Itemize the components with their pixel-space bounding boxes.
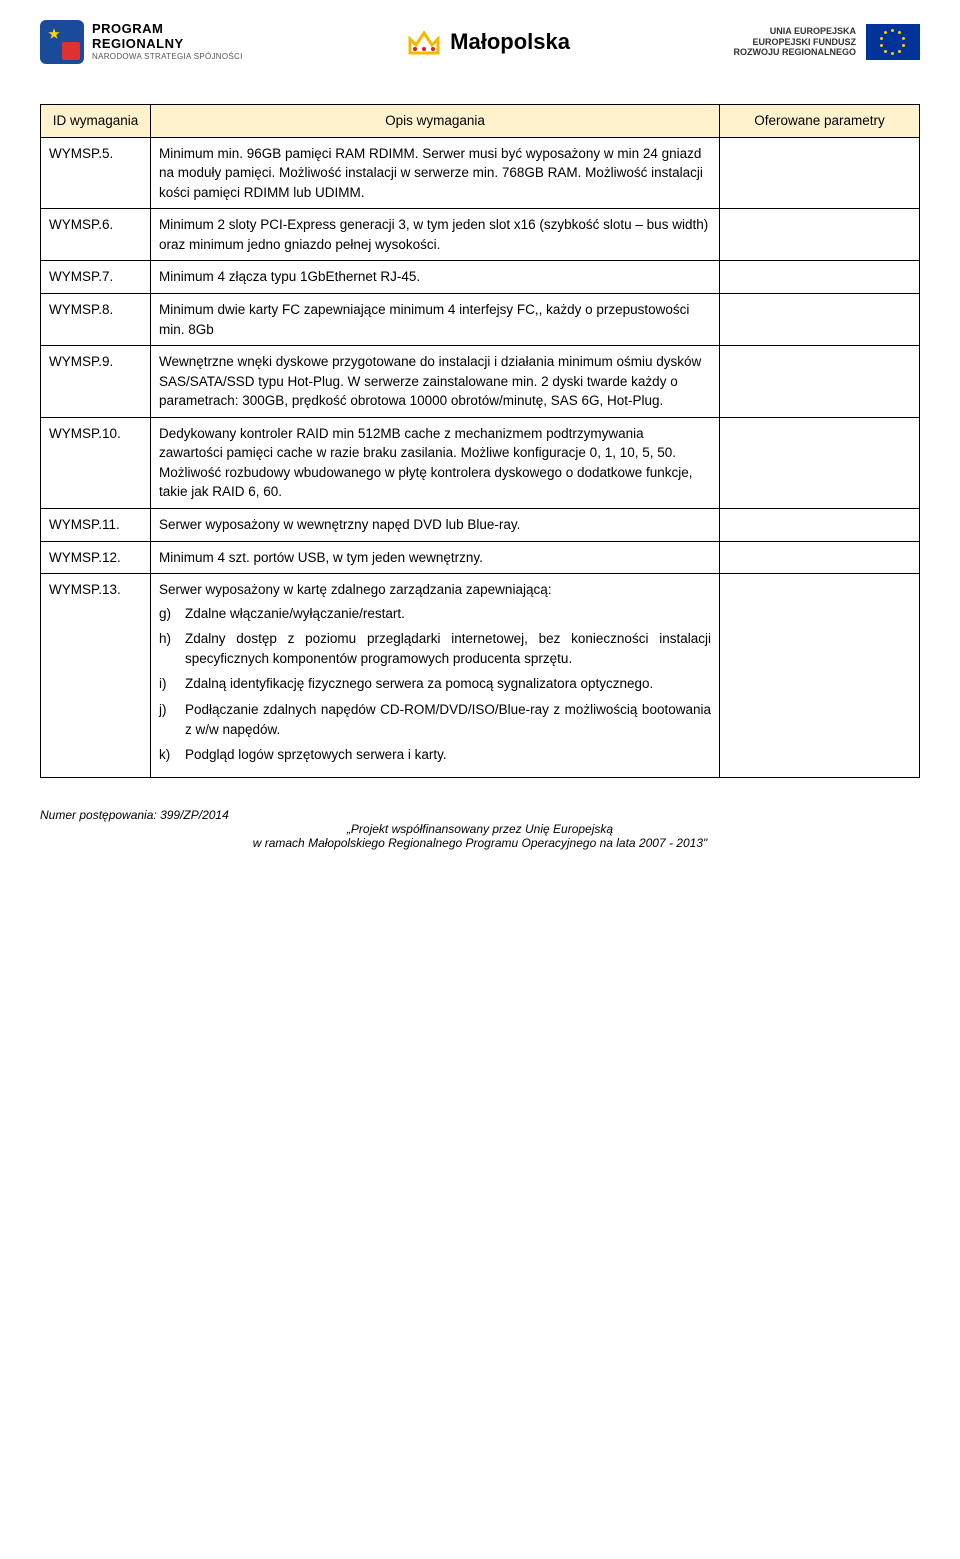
table-row: WYMSP.9.Wewnętrzne wnęki dyskowe przygot… [41,346,920,418]
subitem-text: Podgląd logów sprzętowych serwera i kart… [185,745,711,765]
eu-flag-icon [866,24,920,60]
cell-desc: Serwer wyposażony w wewnętrzny napęd DVD… [151,509,720,542]
subitem: h)Zdalny dostęp z poziomu przeglądarki i… [159,629,711,668]
footer-line3: w ramach Małopolskiego Regionalnego Prog… [40,836,920,850]
subitem: g)Zdalne włączanie/wyłączanie/restart. [159,604,711,624]
table-row: WYMSP.8.Minimum dwie karty FC zapewniają… [41,293,920,345]
subitem-marker: j) [159,700,185,739]
logo-eu: UNIA EUROPEJSKA EUROPEJSKI FUNDUSZ ROZWO… [733,24,920,60]
table-row: WYMSP.13. Serwer wyposażony w kartę zdaln… [41,574,920,778]
cell-offer [720,417,920,508]
cell-offer [720,261,920,294]
subitem-marker: g) [159,604,185,624]
cell-desc: Dedykowany kontroler RAID min 512MB cach… [151,417,720,508]
table-row: WYMSP.11.Serwer wyposażony w wewnętrzny … [41,509,920,542]
cell-id: WYMSP.10. [41,417,151,508]
cell-offer [720,509,920,542]
requirements-table: ID wymagania Opis wymagania Oferowane pa… [40,104,920,778]
cell-offer [720,137,920,209]
footer-line1: Numer postępowania: 399/ZP/2014 [40,808,920,822]
subitem-marker: i) [159,674,185,694]
program-line2: REGIONALNY [92,37,243,51]
header-id: ID wymagania [41,105,151,138]
table-header-row: ID wymagania Opis wymagania Oferowane pa… [41,105,920,138]
table-row: WYMSP.5.Minimum min. 96GB pamięci RAM RD… [41,137,920,209]
eu-line1: UNIA EUROPEJSKA [733,26,856,37]
cell-offer [720,541,920,574]
subitem: i)Zdalną identyfikację fizycznego serwer… [159,674,711,694]
subitem-list: g)Zdalne włączanie/wyłączanie/restart.h)… [159,604,711,765]
cell-desc: Minimum 2 sloty PCI-Express generacji 3,… [151,209,720,261]
table-row: WYMSP.7.Minimum 4 złącza typu 1GbEtherne… [41,261,920,294]
cell-id: WYMSP.12. [41,541,151,574]
header-logos: PROGRAM REGIONALNY NARODOWA STRATEGIA SP… [40,20,920,64]
header-offer: Oferowane parametry [720,105,920,138]
logo-malopolska: Małopolska [406,27,570,57]
cell-offer [720,293,920,345]
cell-id: WYMSP.6. [41,209,151,261]
program-flag-icon [40,20,84,64]
cell-desc: Minimum dwie karty FC zapewniające minim… [151,293,720,345]
cell-desc: Minimum 4 złącza typu 1GbEthernet RJ-45. [151,261,720,294]
subitem-marker: k) [159,745,185,765]
eu-line2: EUROPEJSKI FUNDUSZ [733,37,856,48]
cell-id: WYMSP.8. [41,293,151,345]
header-desc: Opis wymagania [151,105,720,138]
cell-offer [720,574,920,778]
cell-desc: Wewnętrzne wnęki dyskowe przygotowane do… [151,346,720,418]
malopolska-text: Małopolska [450,29,570,55]
cell-id: WYMSP.5. [41,137,151,209]
cell-desc: Serwer wyposażony w kartę zdalnego zarzą… [151,574,720,778]
program-line1: PROGRAM [92,22,243,36]
cell-desc: Minimum 4 szt. portów USB, w tym jeden w… [151,541,720,574]
table-row: WYMSP.10.Dedykowany kontroler RAID min 5… [41,417,920,508]
cell-id: WYMSP.11. [41,509,151,542]
subitem: j)Podłączanie zdalnych napędów CD-ROM/DV… [159,700,711,739]
program-text: PROGRAM REGIONALNY NARODOWA STRATEGIA SP… [92,22,243,61]
cell-desc: Minimum min. 96GB pamięci RAM RDIMM. Ser… [151,137,720,209]
footer-line2: „Projekt współfinansowany przez Unię Eur… [40,822,920,836]
cell-offer [720,209,920,261]
eu-line3: ROZWOJU REGIONALNEGO [733,47,856,58]
table-row: WYMSP.6.Minimum 2 sloty PCI-Express gene… [41,209,920,261]
crown-icon [406,27,442,57]
cell-offer [720,346,920,418]
eu-stars [880,29,906,55]
program-line3: NARODOWA STRATEGIA SPÓJNOŚCI [92,53,243,62]
eu-text: UNIA EUROPEJSKA EUROPEJSKI FUNDUSZ ROZWO… [733,26,856,58]
subitem-marker: h) [159,629,185,668]
subitem: k)Podgląd logów sprzętowych serwera i ka… [159,745,711,765]
cell-id: WYMSP.9. [41,346,151,418]
cell-id: WYMSP.13. [41,574,151,778]
subitem-text: Zdalną identyfikację fizycznego serwera … [185,674,711,694]
desc-intro: Serwer wyposażony w kartę zdalnego zarzą… [159,580,711,600]
cell-id: WYMSP.7. [41,261,151,294]
footer: Numer postępowania: 399/ZP/2014 „Projekt… [40,808,920,850]
logo-program-regionalny: PROGRAM REGIONALNY NARODOWA STRATEGIA SP… [40,20,243,64]
subitem-text: Zdalne włączanie/wyłączanie/restart. [185,604,711,624]
table-row: WYMSP.12.Minimum 4 szt. portów USB, w ty… [41,541,920,574]
subitem-text: Zdalny dostęp z poziomu przeglądarki int… [185,629,711,668]
subitem-text: Podłączanie zdalnych napędów CD-ROM/DVD/… [185,700,711,739]
